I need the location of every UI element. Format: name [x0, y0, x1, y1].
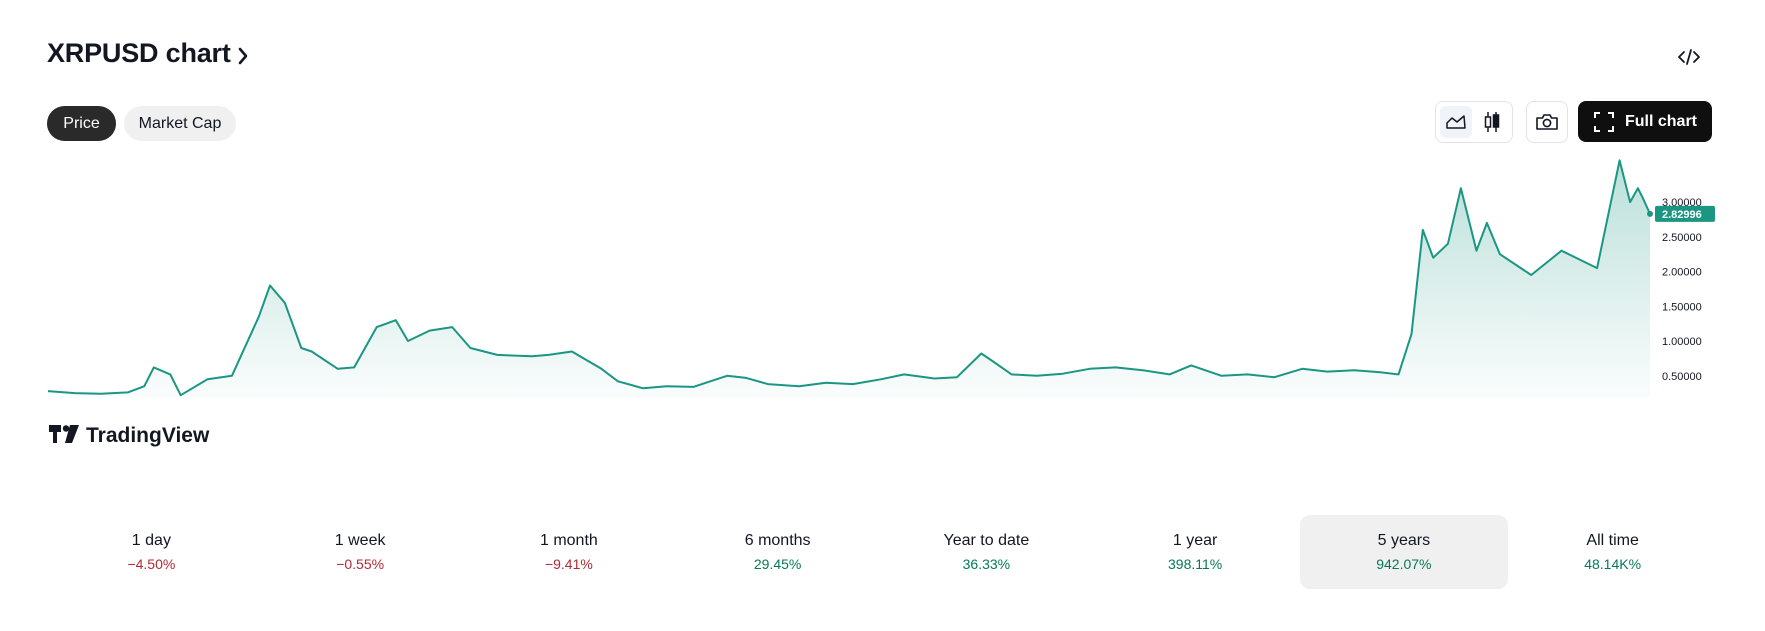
period-label: 5 years — [1377, 532, 1431, 549]
expand-icon — [1593, 111, 1614, 132]
price-chart[interactable]: 0.500001.000001.500002.000002.500003.000… — [0, 150, 1765, 490]
y-tick-label: 1.50000 — [1662, 301, 1702, 313]
performance-periods: 1 day −4.50% 1 week −0.55% 1 month −9.41% 6 mo… — [47, 515, 1717, 589]
tab-price[interactable]: Price — [47, 106, 116, 141]
chevron-right-icon — [238, 47, 247, 64]
chart-type-switcher — [1435, 101, 1513, 143]
y-tick-label: 2.00000 — [1662, 267, 1702, 279]
y-tick-label: 2.50000 — [1662, 232, 1702, 244]
current-price-label: 2.82996 — [1662, 209, 1702, 221]
period-label: Year to date — [943, 532, 1030, 549]
last-price-point — [1647, 210, 1653, 217]
period-change: −9.41% — [544, 556, 593, 572]
current-price-badge — [1655, 205, 1715, 222]
watermark-text: TradingView — [86, 424, 210, 447]
tradingview-watermark: TradingView — [49, 424, 210, 447]
tradingview-logo-icon — [49, 425, 79, 443]
candlestick-icon — [1484, 112, 1500, 132]
period-label: All time — [1586, 532, 1639, 549]
period-all-time[interactable]: All time 48.14K% — [1508, 515, 1717, 589]
y-tick-label: 0.50000 — [1662, 371, 1702, 383]
period-1-day[interactable]: 1 day −4.50% — [47, 515, 256, 589]
code-icon — [1678, 49, 1700, 65]
full-chart-button[interactable]: Full chart — [1578, 101, 1712, 142]
period-year-to-date[interactable]: Year to date 36.33% — [882, 515, 1091, 589]
y-axis: 0.500001.000001.500002.000002.500003.000… — [1655, 197, 1715, 383]
period-change: 398.11% — [1168, 556, 1223, 572]
embed-code-button[interactable] — [1676, 44, 1702, 70]
snapshot-button[interactable] — [1526, 101, 1568, 143]
period-change: −4.50% — [127, 556, 176, 572]
chart-title-link[interactable]: XRPUSD chart — [47, 38, 249, 69]
period-change: 36.33% — [962, 556, 1011, 572]
period-change: 942.07% — [1376, 556, 1432, 572]
period-label: 1 week — [334, 532, 386, 549]
period-1-week[interactable]: 1 week −0.55% — [256, 515, 465, 589]
tab-market-cap[interactable]: Market Cap — [124, 106, 236, 141]
period-change: 29.45% — [753, 556, 802, 572]
candlestick-chart-button[interactable] — [1476, 106, 1508, 138]
page-title: XRPUSD chart — [47, 38, 231, 68]
period-1-year[interactable]: 1 year 398.11% — [1091, 515, 1300, 589]
full-chart-label: Full chart — [1624, 112, 1697, 130]
period-change: 48.14K% — [1584, 556, 1642, 572]
y-tick-label: 1.00000 — [1662, 336, 1702, 348]
period-label: 6 months — [744, 532, 811, 549]
price-area-fill — [48, 160, 1650, 398]
period-label: 1 year — [1172, 532, 1218, 549]
area-chart-icon — [1446, 115, 1466, 129]
period-6-months[interactable]: 6 months 29.45% — [673, 515, 882, 589]
period-label: 1 day — [131, 532, 171, 549]
period-label: 1 month — [539, 532, 598, 549]
period-1-month[interactable]: 1 month −9.41% — [465, 515, 674, 589]
area-chart-button[interactable] — [1440, 106, 1472, 138]
period-change: −0.55% — [336, 556, 385, 572]
camera-icon — [1536, 114, 1558, 130]
period-5-years[interactable]: 5 years 942.07% — [1299, 515, 1509, 589]
price-line — [47, 159, 1651, 397]
